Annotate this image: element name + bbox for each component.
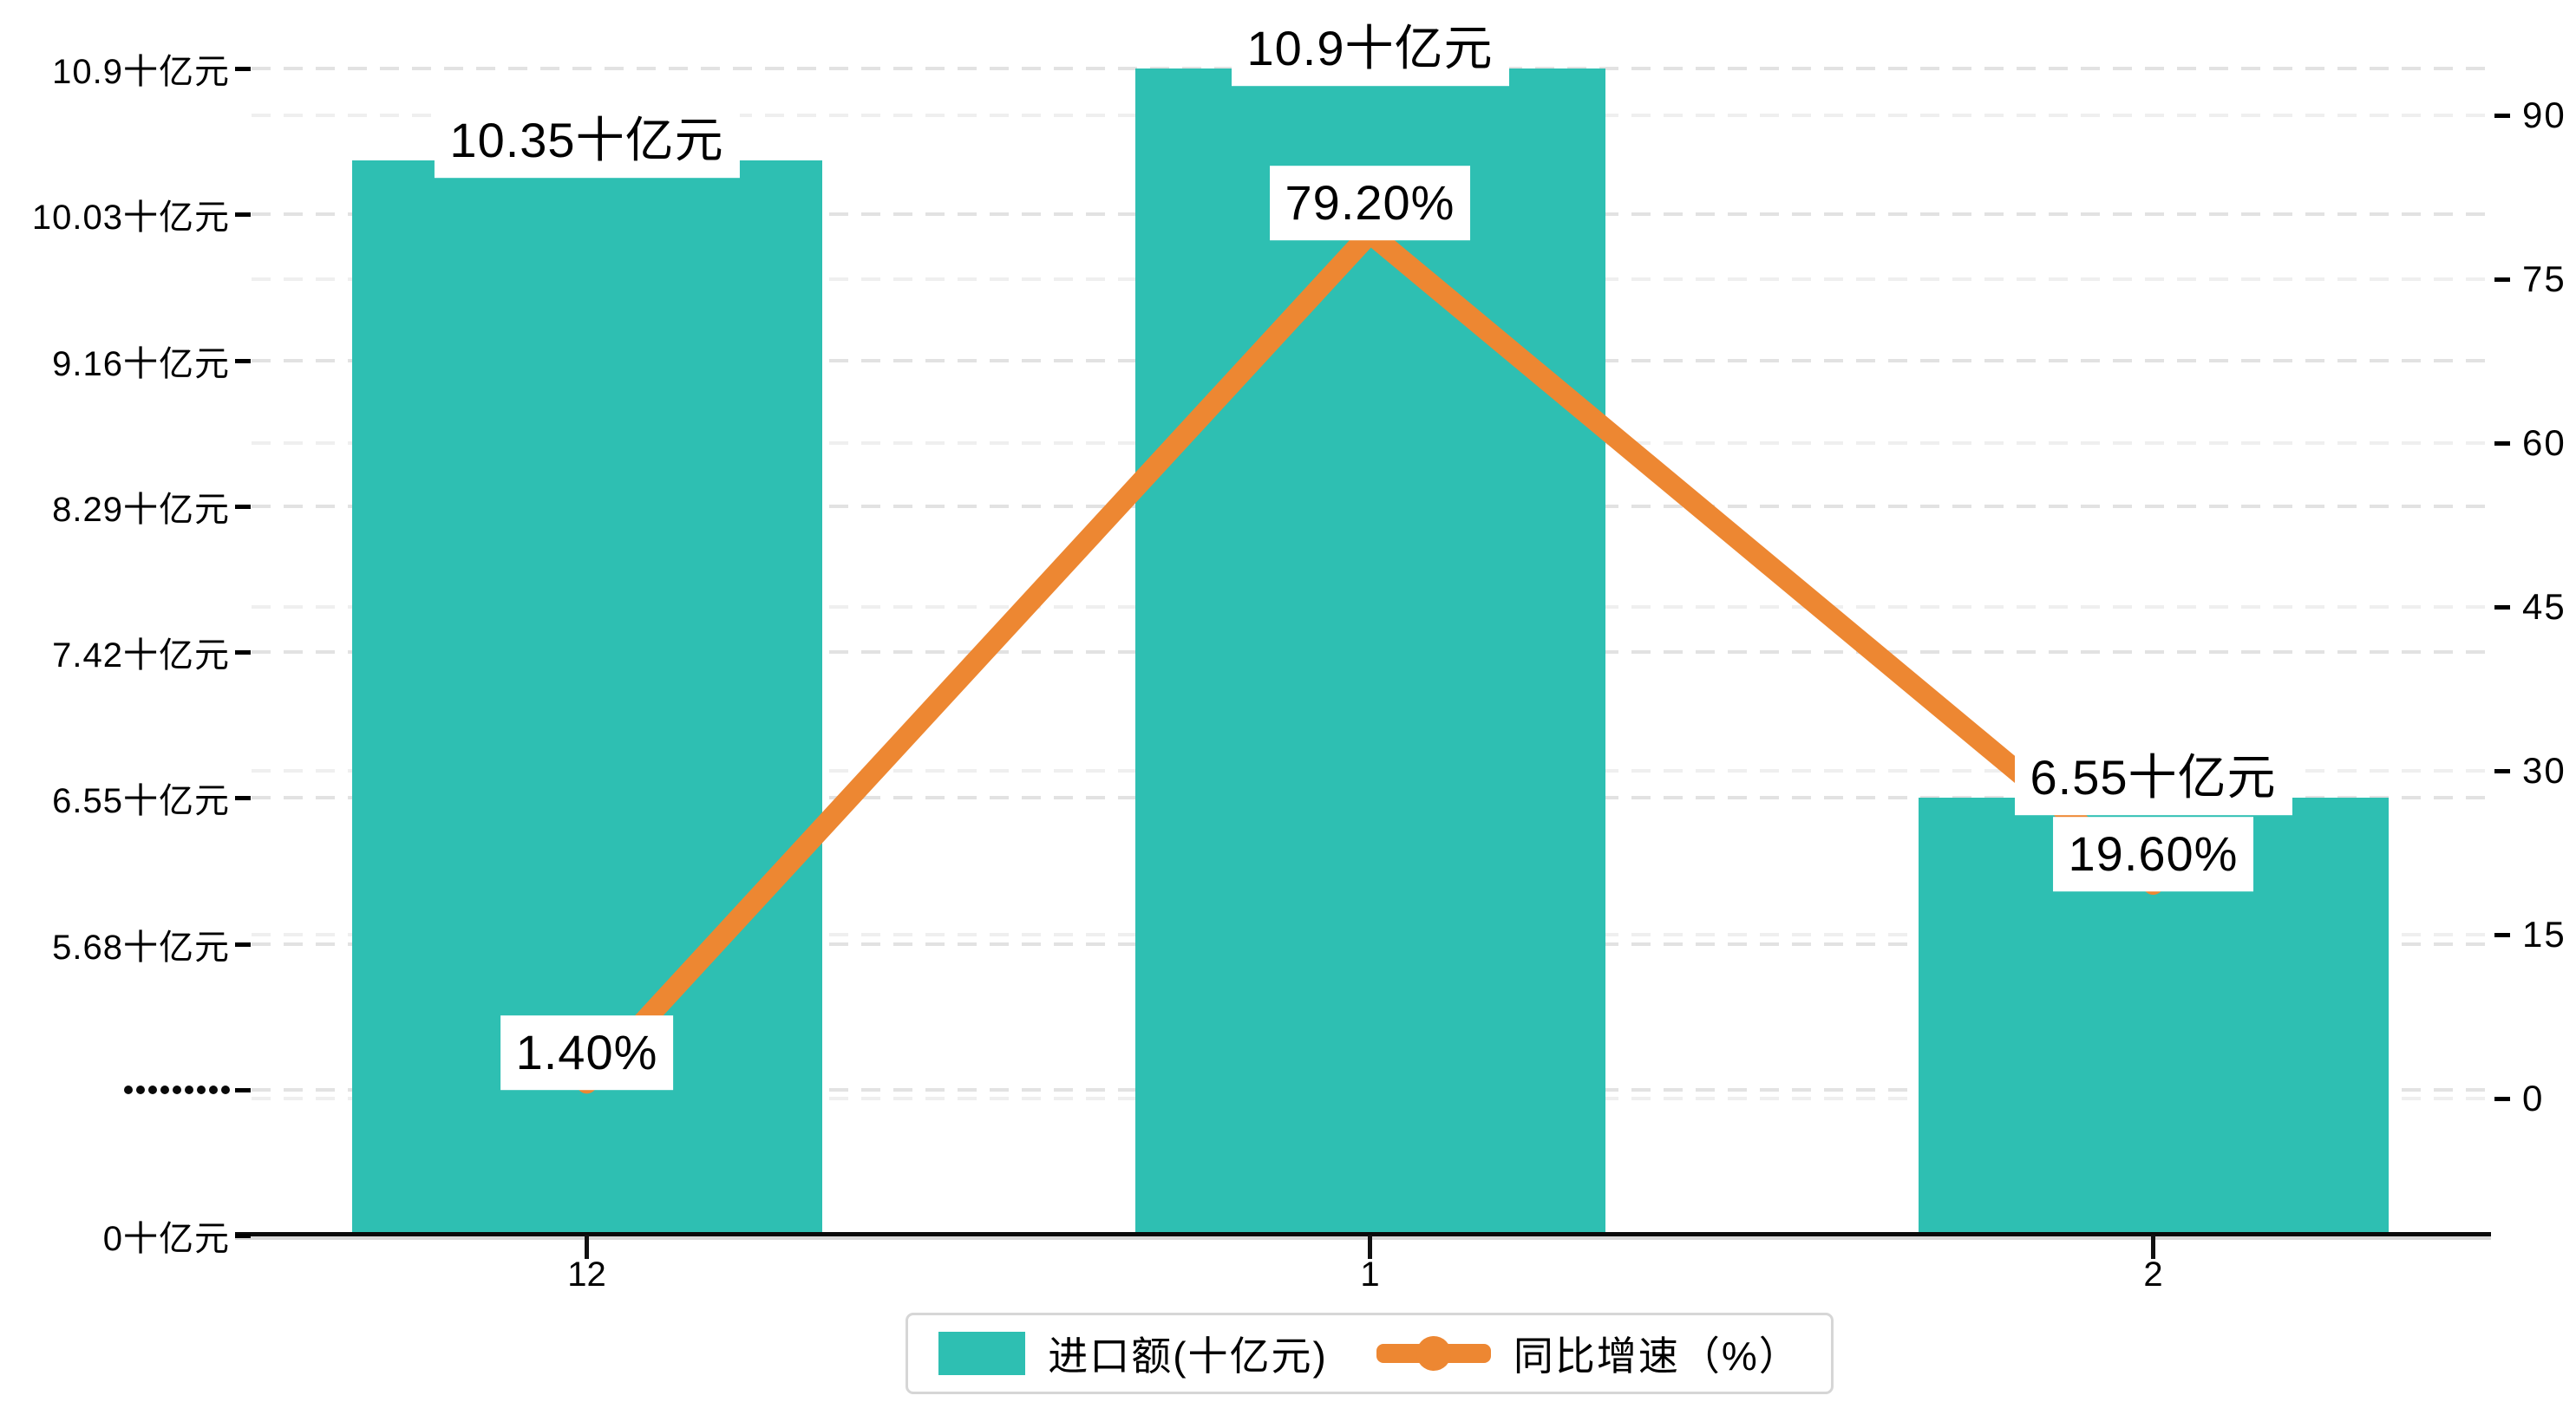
x-axis-category-label: 2 <box>2143 1255 2163 1294</box>
left-axis-tick-label: 6.55十亿元 <box>52 782 230 821</box>
right-axis-tick <box>2494 933 2510 937</box>
right-axis-tick <box>2494 277 2510 282</box>
right-axis-tick-label: 60 <box>2522 422 2566 463</box>
right-axis-tick-label: 90 <box>2522 95 2566 135</box>
right-axis-tick <box>2494 114 2510 118</box>
right-axis-tick-label: 75 <box>2522 258 2566 299</box>
left-axis-tick-label: 9.16十亿元 <box>52 344 230 383</box>
bar-value-label: 10.9十亿元 <box>1231 11 1509 86</box>
left-axis-tick <box>235 796 251 801</box>
bar-value-label: 10.35十亿元 <box>434 103 740 179</box>
left-axis-tick-label: 8.29十亿元 <box>52 490 230 529</box>
right-axis-tick <box>2494 605 2510 610</box>
line-value-label: 19.60% <box>2052 817 2254 891</box>
left-axis-tick <box>235 1087 251 1092</box>
left-axis-tick <box>235 504 251 509</box>
left-axis-tick-label: 0十亿元 <box>102 1220 230 1258</box>
left-axis-tick <box>235 67 251 71</box>
x-axis-tick <box>2151 1235 2155 1259</box>
right-axis-tick-label: 0 <box>2522 1078 2545 1118</box>
x-axis-tick <box>1368 1235 1372 1259</box>
right-axis-tick <box>2494 769 2510 773</box>
line-value-label: 79.20% <box>1269 166 1471 240</box>
x-axis-line <box>235 1232 2491 1236</box>
import-bar[interactable] <box>1134 68 1605 1235</box>
left-axis-tick <box>235 358 251 363</box>
legend-item-import[interactable]: 进口额(十亿元) <box>938 1325 1328 1382</box>
right-axis-tick <box>2494 441 2510 446</box>
right-axis-tick-label: 45 <box>2522 586 2566 627</box>
x-axis-tick <box>585 1235 589 1259</box>
line-value-label: 1.40% <box>500 1015 674 1091</box>
right-axis-tick-label: 30 <box>2522 750 2566 791</box>
left-axis-tick <box>235 650 251 655</box>
left-axis-tick-label: 10.03十亿元 <box>31 199 230 238</box>
x-axis-category-label: 12 <box>567 1255 606 1294</box>
bar-value-label: 6.55十亿元 <box>2014 740 2292 816</box>
line-series-swatch-icon <box>1376 1332 1491 1375</box>
legend: 进口额(十亿元) 同比增速（%） <box>906 1313 1834 1394</box>
left-axis-tick <box>235 942 251 947</box>
right-axis-tick-label: 15 <box>2522 914 2566 955</box>
left-axis-tick-label: 5.68十亿元 <box>52 928 230 967</box>
bar-series-swatch-icon <box>938 1332 1026 1375</box>
left-axis-tick-label: 7.42十亿元 <box>52 636 230 675</box>
left-axis-break-dots <box>124 1085 230 1094</box>
x-axis-category-label: 1 <box>1360 1255 1380 1294</box>
left-axis-tick-label: 10.9十亿元 <box>52 53 230 91</box>
left-axis-tick <box>235 212 251 218</box>
legend-item-growth[interactable]: 同比增速（%） <box>1376 1325 1801 1382</box>
right-axis-tick <box>2494 1097 2510 1101</box>
legend-label-growth: 同比增速（%） <box>1513 1333 1801 1379</box>
legend-label-import: 进口额(十亿元) <box>1048 1333 1328 1379</box>
left-axis-tick <box>235 1234 251 1238</box>
